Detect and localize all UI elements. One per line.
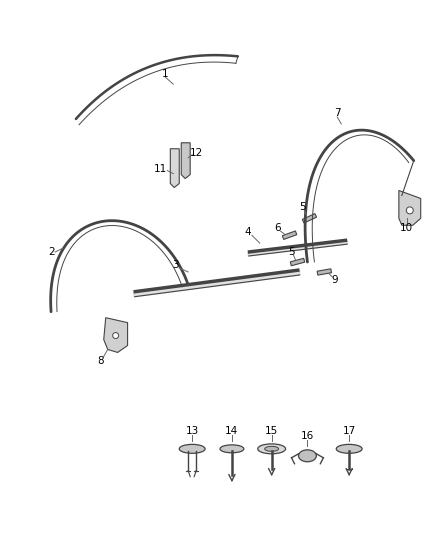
Circle shape [113,333,119,338]
Polygon shape [170,149,179,188]
Text: 17: 17 [343,426,356,436]
Text: 10: 10 [400,223,413,233]
Text: 5: 5 [288,247,295,257]
Polygon shape [248,240,348,256]
Ellipse shape [220,445,244,453]
Polygon shape [283,231,297,239]
Text: 12: 12 [190,148,203,158]
Ellipse shape [258,444,286,454]
Text: 11: 11 [154,164,167,174]
Polygon shape [290,259,305,266]
Text: 8: 8 [97,357,104,366]
Circle shape [406,207,413,214]
Text: 14: 14 [225,426,239,436]
Text: 7: 7 [334,108,341,118]
Text: 3: 3 [172,260,179,270]
Ellipse shape [179,445,205,453]
Ellipse shape [298,450,316,462]
Text: 4: 4 [244,227,251,237]
Text: 5: 5 [299,203,306,212]
Text: 6: 6 [274,223,281,233]
Polygon shape [302,214,317,223]
Text: 13: 13 [186,426,199,436]
Text: 9: 9 [331,275,338,285]
Ellipse shape [265,446,279,451]
Polygon shape [181,143,190,179]
Ellipse shape [336,445,362,453]
Text: 15: 15 [265,426,278,436]
Text: 2: 2 [48,247,54,257]
Polygon shape [317,269,332,275]
Polygon shape [134,270,300,297]
Polygon shape [104,318,127,352]
Text: 16: 16 [301,431,314,441]
Text: 1: 1 [162,69,169,79]
Polygon shape [399,190,421,225]
